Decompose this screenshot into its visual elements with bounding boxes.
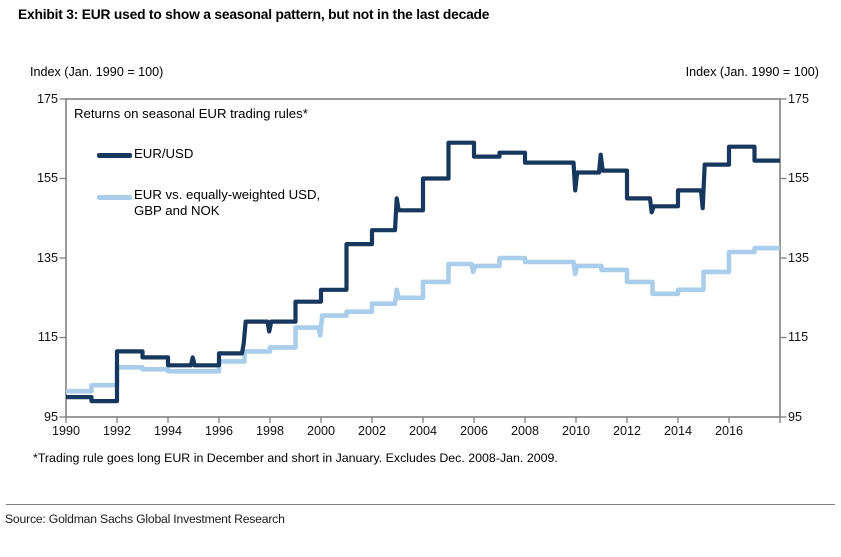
basket-line	[66, 245, 780, 394]
legend-label-basket-line1: EUR vs. equally-weighted USD,	[134, 187, 321, 202]
chart-subtitle: Returns on seasonal EUR trading rules*	[74, 106, 308, 121]
source-divider	[6, 504, 835, 505]
legend-swatch-eur-usd	[97, 153, 132, 158]
legend-swatch-basket	[97, 195, 132, 200]
legend-label-basket-line2: GBP and NOK	[134, 203, 220, 218]
source-line: Source: Goldman Sachs Global Investment …	[5, 512, 285, 526]
exhibit-title: Exhibit 3: EUR used to show a seasonal p…	[18, 7, 490, 22]
y-axis-note-right: Index (Jan. 1990 = 100)	[685, 65, 819, 79]
eur-usd-line	[66, 140, 780, 404]
y-axis-note-left: Index (Jan. 1990 = 100)	[30, 65, 164, 79]
legend-label-eur-usd: EUR/USD	[134, 146, 194, 161]
chart-footnote: *Trading rule goes long EUR in December …	[33, 451, 558, 465]
